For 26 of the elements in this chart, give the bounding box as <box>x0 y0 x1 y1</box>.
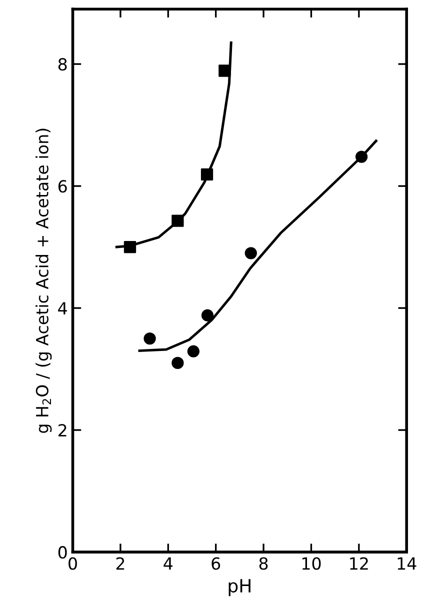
point <box>124 240 136 254</box>
x-tick-label: 14 <box>398 557 416 570</box>
x-tick-label: 8 <box>259 557 268 570</box>
x-tick-label: 0 <box>68 557 77 570</box>
y-tick-label: 6 <box>58 180 67 193</box>
x-axis-title: pH <box>228 579 250 596</box>
point <box>144 332 156 345</box>
y-tick-label: 4 <box>58 302 67 314</box>
point <box>172 214 184 227</box>
x-tick-label: 4 <box>164 557 173 570</box>
point <box>355 150 368 163</box>
point <box>244 247 257 260</box>
y-axis-title: g H$_{2}$O / (g Acetic Acid + Acetate ion) <box>36 128 52 433</box>
point <box>201 309 214 322</box>
point <box>200 168 214 181</box>
x-tick-label: 10 <box>302 557 321 570</box>
x-tick-label: 2 <box>116 557 124 570</box>
point <box>187 345 200 358</box>
y-tick-label: 2 <box>58 424 66 436</box>
x-tick-label: 6 <box>212 557 220 570</box>
point <box>172 356 184 370</box>
point <box>218 64 231 77</box>
y-tick-label: 8 <box>58 58 67 71</box>
line-series <box>138 140 378 352</box>
y-tick-label: 0 <box>58 546 67 559</box>
x-tick-label: 12 <box>350 557 368 570</box>
